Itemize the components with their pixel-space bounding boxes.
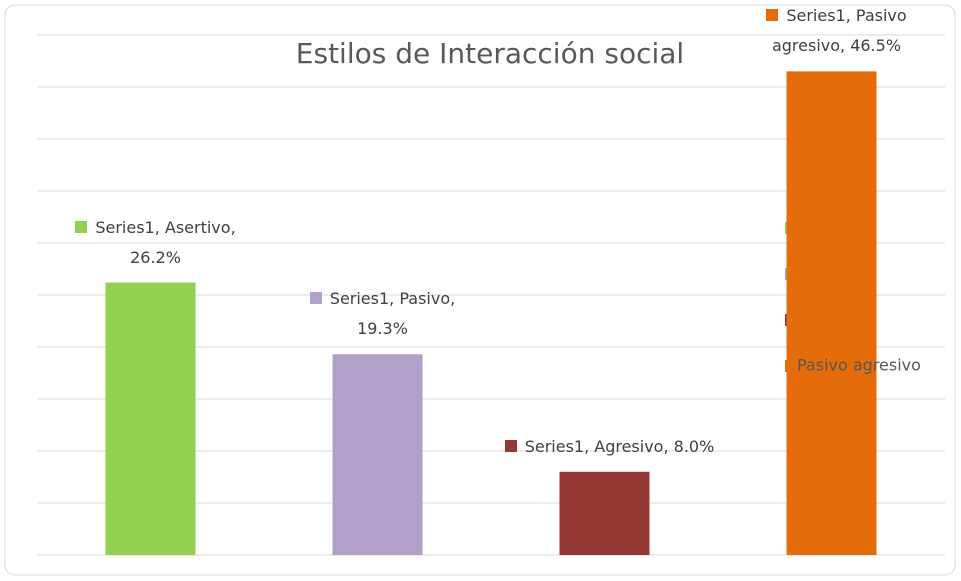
- bar: [332, 354, 423, 555]
- data-label: Series1, Pasivo, 19.3%: [283, 284, 483, 344]
- data-label: Series1, Asertivo, 26.2%: [56, 213, 256, 273]
- bar: [786, 71, 877, 556]
- data-label: Series1, Pasivo agresivo, 46.5%: [747, 1, 927, 61]
- data-label-text: Series1, Pasivo agresivo, 46.5%: [771, 6, 907, 56]
- label-swatch: [75, 220, 88, 233]
- label-swatch: [766, 9, 779, 22]
- data-label: Series1, Agresivo, 8.0%: [504, 432, 715, 462]
- chart-title: Estilos de Interacción social: [296, 37, 684, 70]
- bar: [559, 471, 650, 555]
- data-label-text: Series1, Asertivo, 26.2%: [95, 217, 236, 267]
- data-label-text: Series1, Pasivo, 19.3%: [329, 289, 456, 339]
- legend-swatch: [785, 360, 797, 372]
- label-swatch: [504, 439, 517, 452]
- data-label-text: Series1, Agresivo, 8.0%: [524, 436, 715, 456]
- chart-frame: [4, 4, 956, 576]
- bar: [105, 282, 196, 555]
- legend-label: Pasivo agresivo: [797, 356, 921, 375]
- label-swatch: [309, 292, 322, 305]
